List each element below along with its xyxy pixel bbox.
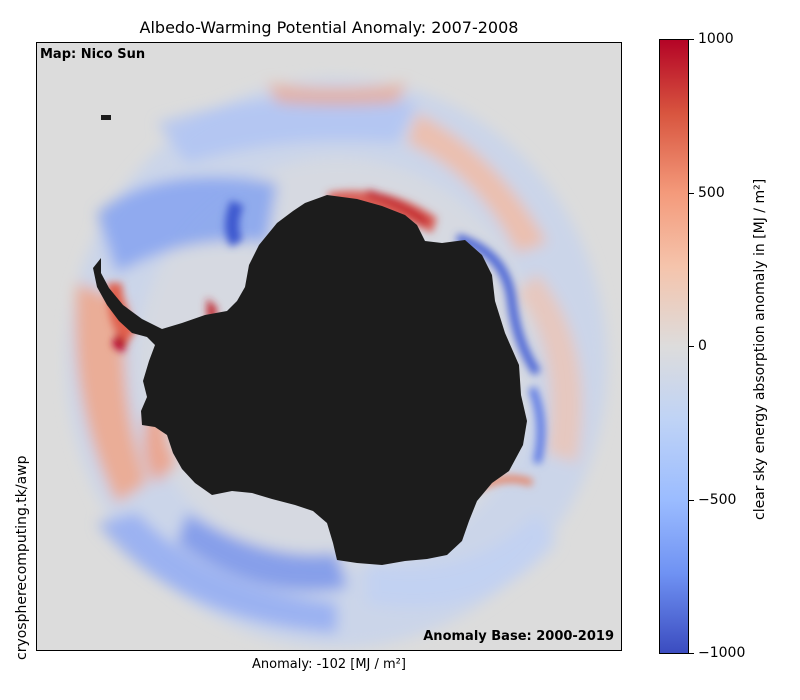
colorbar-tick [689,500,694,501]
anomaly-base-label: Anomaly Base: 2000-2019 [423,629,614,644]
colorbar-tick-label: −1000 [698,645,746,661]
anomaly-value-label: Anomaly: -102 [MJ / m²] [252,657,406,672]
colorbar-label: clear sky energy absorption anomaly in [… [752,178,768,520]
island-mark [101,115,111,120]
antarctic-anomaly-map [67,78,607,648]
colorbar-tick [689,346,694,347]
website-credit: cryospherecomputing.tk/awp [14,455,30,660]
antarctica-landmass [93,195,527,565]
colorbar-tick-label: 0 [698,338,707,354]
map-credit: Map: Nico Sun [40,47,146,62]
colorbar-tick-label: 500 [698,185,725,201]
map-title: Albedo-Warming Potential Anomaly: 2007-2… [139,18,519,37]
colorbar [659,39,689,654]
colorbar-tick-label: −500 [698,492,737,508]
colorbar-tick-label: 1000 [698,31,734,47]
colorbar-tick [689,39,694,40]
colorbar-tick [689,193,694,194]
colorbar-tick [689,653,694,654]
map-panel [36,42,622,651]
